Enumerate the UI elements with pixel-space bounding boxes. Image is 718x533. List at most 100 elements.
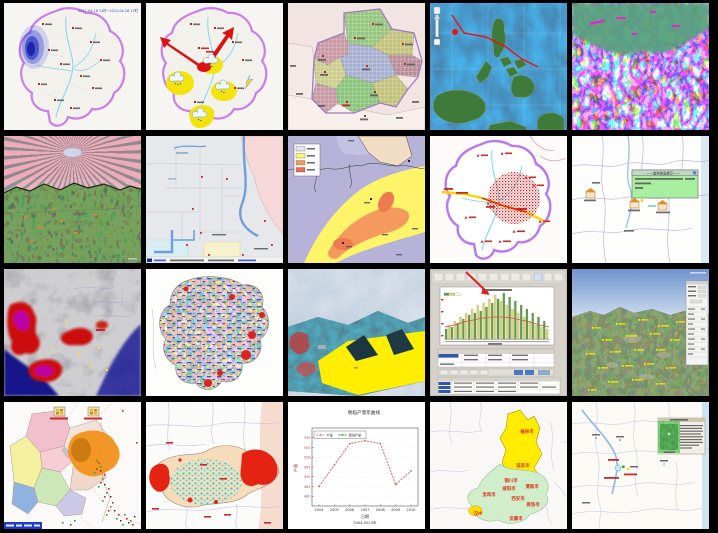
scenic-markers — [604, 459, 638, 479]
provincial-geology-map — [146, 269, 283, 396]
shaanxi-city-map: 榆林市 延安市 铜川市 咸阳市 渭南市 宝鸡市 西安市 商洛市 汉中 安康市 — [430, 402, 567, 529]
thumbnail-typhoon-track[interactable] — [430, 3, 567, 130]
gridded-administrative-map — [288, 3, 425, 130]
thumbnail-ir-satellite[interactable] — [4, 269, 141, 396]
place-labels — [152, 442, 271, 524]
thumbnail-coastal-monitor[interactable] — [4, 402, 141, 529]
chart-panel — [439, 286, 555, 346]
svg-text:咸阳市: 咸阳市 — [502, 485, 516, 492]
close-icon — [692, 171, 697, 175]
lightning-icon — [244, 74, 254, 90]
red-intrusions — [183, 286, 265, 387]
svg-text:2009: 2009 — [391, 508, 400, 512]
thumbnail-rain-forecast[interactable]: 2012-04-16 11时~2012-04-16 17时 — [4, 3, 141, 130]
station-icon-a — [584, 188, 596, 202]
time-bar — [4, 522, 42, 529]
thumbnail-precip-isoline[interactable] — [288, 136, 425, 263]
region-beige — [357, 136, 413, 167]
svg-text:500: 500 — [304, 456, 310, 460]
svg-text:安康市: 安康市 — [509, 515, 523, 522]
svg-text:485: 485 — [304, 485, 310, 489]
3d-flood-inundation-view — [288, 269, 425, 396]
philippines-typhoon-track-map — [430, 3, 567, 130]
chart-title-text — [482, 289, 512, 291]
typhoon-track — [451, 14, 539, 68]
tool-icon-b — [84, 406, 102, 420]
thumbnail-terrain-flyby[interactable] — [4, 136, 141, 263]
infrared-satellite-cloud-image — [4, 269, 141, 396]
3d-terrain-labeled-points-view — [572, 269, 709, 396]
bar-series — [444, 292, 550, 340]
credit-text — [128, 258, 137, 260]
thumbnail-geology[interactable] — [146, 269, 283, 396]
thumbnail-analysis-app[interactable] — [430, 269, 567, 396]
hanzhong-blob — [468, 505, 483, 516]
thumbnail-hail-track[interactable] — [430, 136, 567, 263]
waterlogged-speckle — [170, 459, 242, 505]
monitoring-points — [62, 410, 138, 526]
station-icon-c — [648, 200, 670, 214]
thumbnail-landuse-gis[interactable] — [146, 136, 283, 263]
river — [581, 409, 618, 495]
parcel-lines — [146, 146, 246, 240]
thumbnail-grain-chart[interactable]: 晚稻产量年曲线 480 485 490 495 500 505 510 2004 2005 200… — [288, 402, 425, 529]
thumbnail-classified-rs[interactable] — [572, 3, 709, 130]
drought-distribution-map — [146, 402, 283, 529]
svg-text:505: 505 — [304, 446, 310, 450]
svg-text:汉中: 汉中 — [474, 510, 483, 517]
county-weather-warning-map — [146, 3, 283, 130]
thumbnail-weather-warning[interactable] — [146, 3, 283, 130]
county-rainfall-forecast-map: 2012-04-16 11时~2012-04-16 17时 — [4, 3, 141, 130]
svg-text:西安市: 西安市 — [511, 495, 525, 502]
severe-drought — [149, 449, 278, 504]
impact-zone — [68, 430, 120, 477]
marker-label — [354, 367, 358, 369]
station-icon-b — [628, 198, 643, 212]
svg-text:渭南市: 渭南市 — [525, 483, 539, 490]
thumbnail-shaanxi[interactable]: 榆林市 延安市 铜川市 咸阳市 渭南市 宝鸡市 西安市 商洛市 汉中 安康市 — [430, 402, 567, 529]
islands — [432, 18, 565, 130]
point-labels — [586, 319, 685, 391]
svg-text:榆林市: 榆林市 — [520, 428, 534, 435]
coastal-monitoring-map — [4, 402, 141, 529]
grain-yield-line-chart: 晚稻产量年曲线 480 485 490 495 500 505 510 2004 2005 200… — [288, 402, 425, 529]
legend — [293, 143, 321, 177]
exposed-rock — [289, 332, 338, 377]
mid-table — [437, 348, 555, 368]
station-dots — [342, 140, 418, 256]
town-markers — [444, 152, 550, 243]
svg-text:510: 510 — [304, 436, 310, 440]
popup-title: ——监测信息提示—— — [646, 170, 681, 175]
svg-text:495: 495 — [304, 465, 310, 469]
thumbnail-station-popup[interactable]: ——监测信息提示—— — [572, 136, 709, 263]
chart-title: 晚稻产量年曲线 — [348, 409, 381, 416]
terrain-patches — [24, 208, 97, 242]
south-region — [467, 463, 549, 524]
zone-cyan — [146, 239, 189, 258]
river — [625, 136, 633, 229]
thumbnail-flood-3d[interactable] — [288, 269, 425, 396]
toolbar — [431, 270, 566, 284]
svg-text:2004: 2004 — [315, 508, 325, 512]
precipitation-isoline-map — [288, 136, 425, 263]
ridge-line — [4, 182, 141, 194]
thumbnail-drought[interactable] — [146, 402, 283, 529]
typhoon-position-dot — [452, 29, 458, 35]
thumbnail-earth-3d[interactable] — [572, 269, 709, 396]
svg-text:2006: 2006 — [345, 508, 354, 512]
3d-terrain-flyby-view — [4, 136, 141, 263]
tool-icon-a — [50, 406, 68, 420]
scenic-spot-photo-popup-map — [572, 402, 709, 529]
station-info-popup-map: ——监测信息提示—— — [572, 136, 709, 263]
prefecture-boundary — [311, 8, 423, 114]
thumbnail-gridded-admin[interactable] — [288, 3, 425, 130]
province-boundaries — [73, 286, 133, 318]
info-popup: ——监测信息提示—— — [631, 169, 699, 199]
x-axis-label: 日期 — [361, 513, 369, 519]
classified-remote-sensing-image — [572, 3, 709, 130]
thumbnail-scenic-popup[interactable] — [572, 402, 709, 529]
river — [55, 16, 74, 118]
svg-text:宝鸡市: 宝鸡市 — [482, 491, 496, 498]
svg-text:480: 480 — [304, 495, 310, 499]
